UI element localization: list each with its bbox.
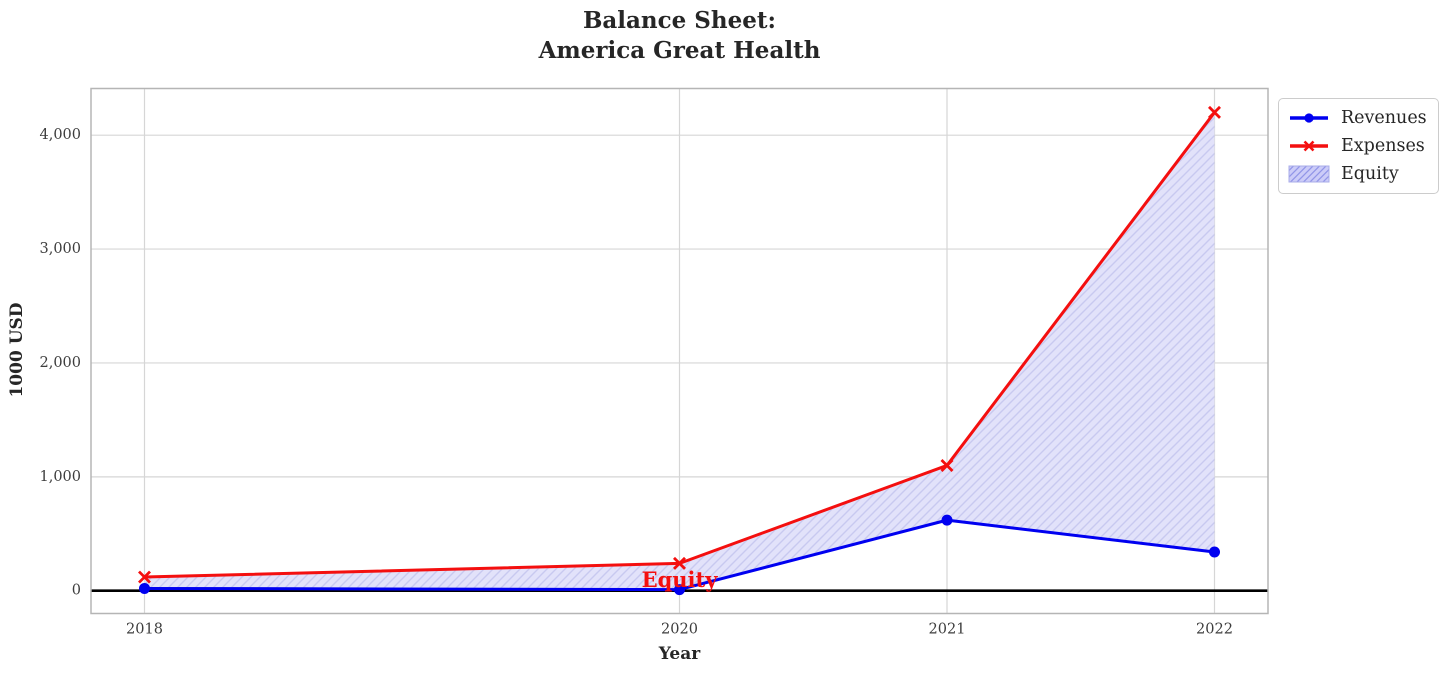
axes-frame <box>90 87 1269 615</box>
expenses-point <box>940 458 954 472</box>
y-tick-label: 4,000 <box>39 127 81 143</box>
legend-item-expenses: Expenses <box>1288 133 1427 159</box>
legend-item-revenues: Revenues <box>1288 105 1427 131</box>
legend-label-expenses: Expenses <box>1341 136 1425 156</box>
revenues-point <box>941 514 953 526</box>
revenues-point <box>674 584 685 596</box>
y-tick-label: 3,000 <box>39 241 81 257</box>
equity-annotation: Equity <box>642 567 719 592</box>
equity-hatched-patch-icon <box>1288 165 1330 183</box>
revenues-point <box>1209 546 1220 558</box>
expenses-point <box>1208 105 1221 119</box>
legend-item-equity: Equity <box>1288 161 1427 187</box>
x-tick-label: 2022 <box>1196 622 1233 638</box>
y-tick-label: 1,000 <box>39 469 81 485</box>
revenues-line <box>144 518 1215 592</box>
legend: Revenues Expenses Equity <box>1278 98 1439 194</box>
expenses-point <box>673 556 686 570</box>
expenses-point <box>138 570 151 584</box>
legend-label-revenues: Revenues <box>1341 108 1427 128</box>
x-tick-label: 2021 <box>929 622 966 638</box>
equity-area <box>144 112 1215 590</box>
x-tick-label: 2018 <box>126 622 163 638</box>
x-tick-label: 2020 <box>661 622 698 638</box>
expenses-line-x-marker-icon <box>1290 140 1328 152</box>
legend-label-equity: Equity <box>1341 164 1399 184</box>
revenues-point <box>139 582 150 594</box>
expenses-line <box>144 111 1216 579</box>
y-tick-label: 0 <box>72 583 81 599</box>
chart-title: Balance Sheet: America Great Health <box>538 7 821 65</box>
x-axis-label: Year <box>658 644 701 664</box>
revenues-line-circle-marker-icon <box>1290 113 1328 123</box>
y-tick-label: 2,000 <box>39 355 81 371</box>
y-axis-label: 1000 USD <box>7 302 27 398</box>
